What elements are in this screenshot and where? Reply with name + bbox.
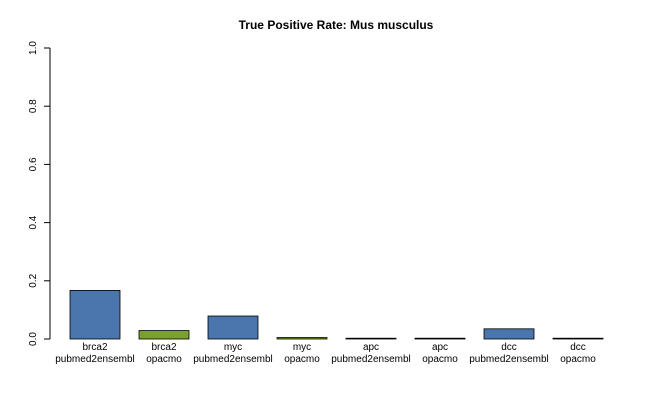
bar-myc-opacmo (276, 337, 328, 340)
bar-apc-pubmed2ensembl (345, 337, 397, 340)
x-tick-label: dcc (501, 342, 517, 353)
x-tick-label: opacmo (146, 354, 182, 365)
x-tick-label: apc (432, 342, 448, 353)
bar-apc-opacmo (414, 337, 466, 340)
y-axis: 0.0 0.2 0.4 0.6 0.8 1.0 (28, 41, 51, 346)
bars-group (69, 290, 604, 340)
y-tick-label: 0.8 (28, 99, 39, 113)
x-tick-label: dcc (570, 342, 586, 353)
y-tick-label: 1.0 (28, 41, 39, 55)
x-tick-label: brca2 (82, 342, 107, 353)
x-tick-label: opacmo (284, 354, 320, 365)
x-tick-label: myc (224, 342, 242, 353)
bar-dcc-opacmo (552, 337, 604, 340)
bar-myc-pubmed2ensembl (207, 315, 259, 340)
y-tick-label: 0.4 (28, 215, 39, 229)
x-tick-label: brca2 (151, 342, 176, 353)
x-tick-label: pubmed2ensembl (469, 354, 549, 365)
x-tick-label: opacmo (560, 354, 596, 365)
y-tick-label: 0.0 (28, 332, 39, 346)
x-tick-label: apc (363, 342, 379, 353)
bar-brca2-opacmo (138, 330, 190, 340)
y-tick-label: 0.6 (28, 157, 39, 171)
x-tick-label: pubmed2ensembl (193, 354, 273, 365)
x-tick-label: pubmed2ensembl (55, 354, 135, 365)
x-tick-label: pubmed2ensembl (331, 354, 411, 365)
x-tick-label: myc (293, 342, 311, 353)
chart-title: True Positive Rate: Mus musculus (239, 18, 434, 32)
bar-brca2-pubmed2ensembl (69, 290, 121, 340)
x-tick-label: opacmo (422, 354, 458, 365)
y-tick-label: 0.2 (28, 273, 39, 287)
bar-dcc-pubmed2ensembl (483, 328, 535, 340)
x-axis-labels: brca2pubmed2ensemblbrca2opacmomycpubmed2… (55, 342, 596, 365)
